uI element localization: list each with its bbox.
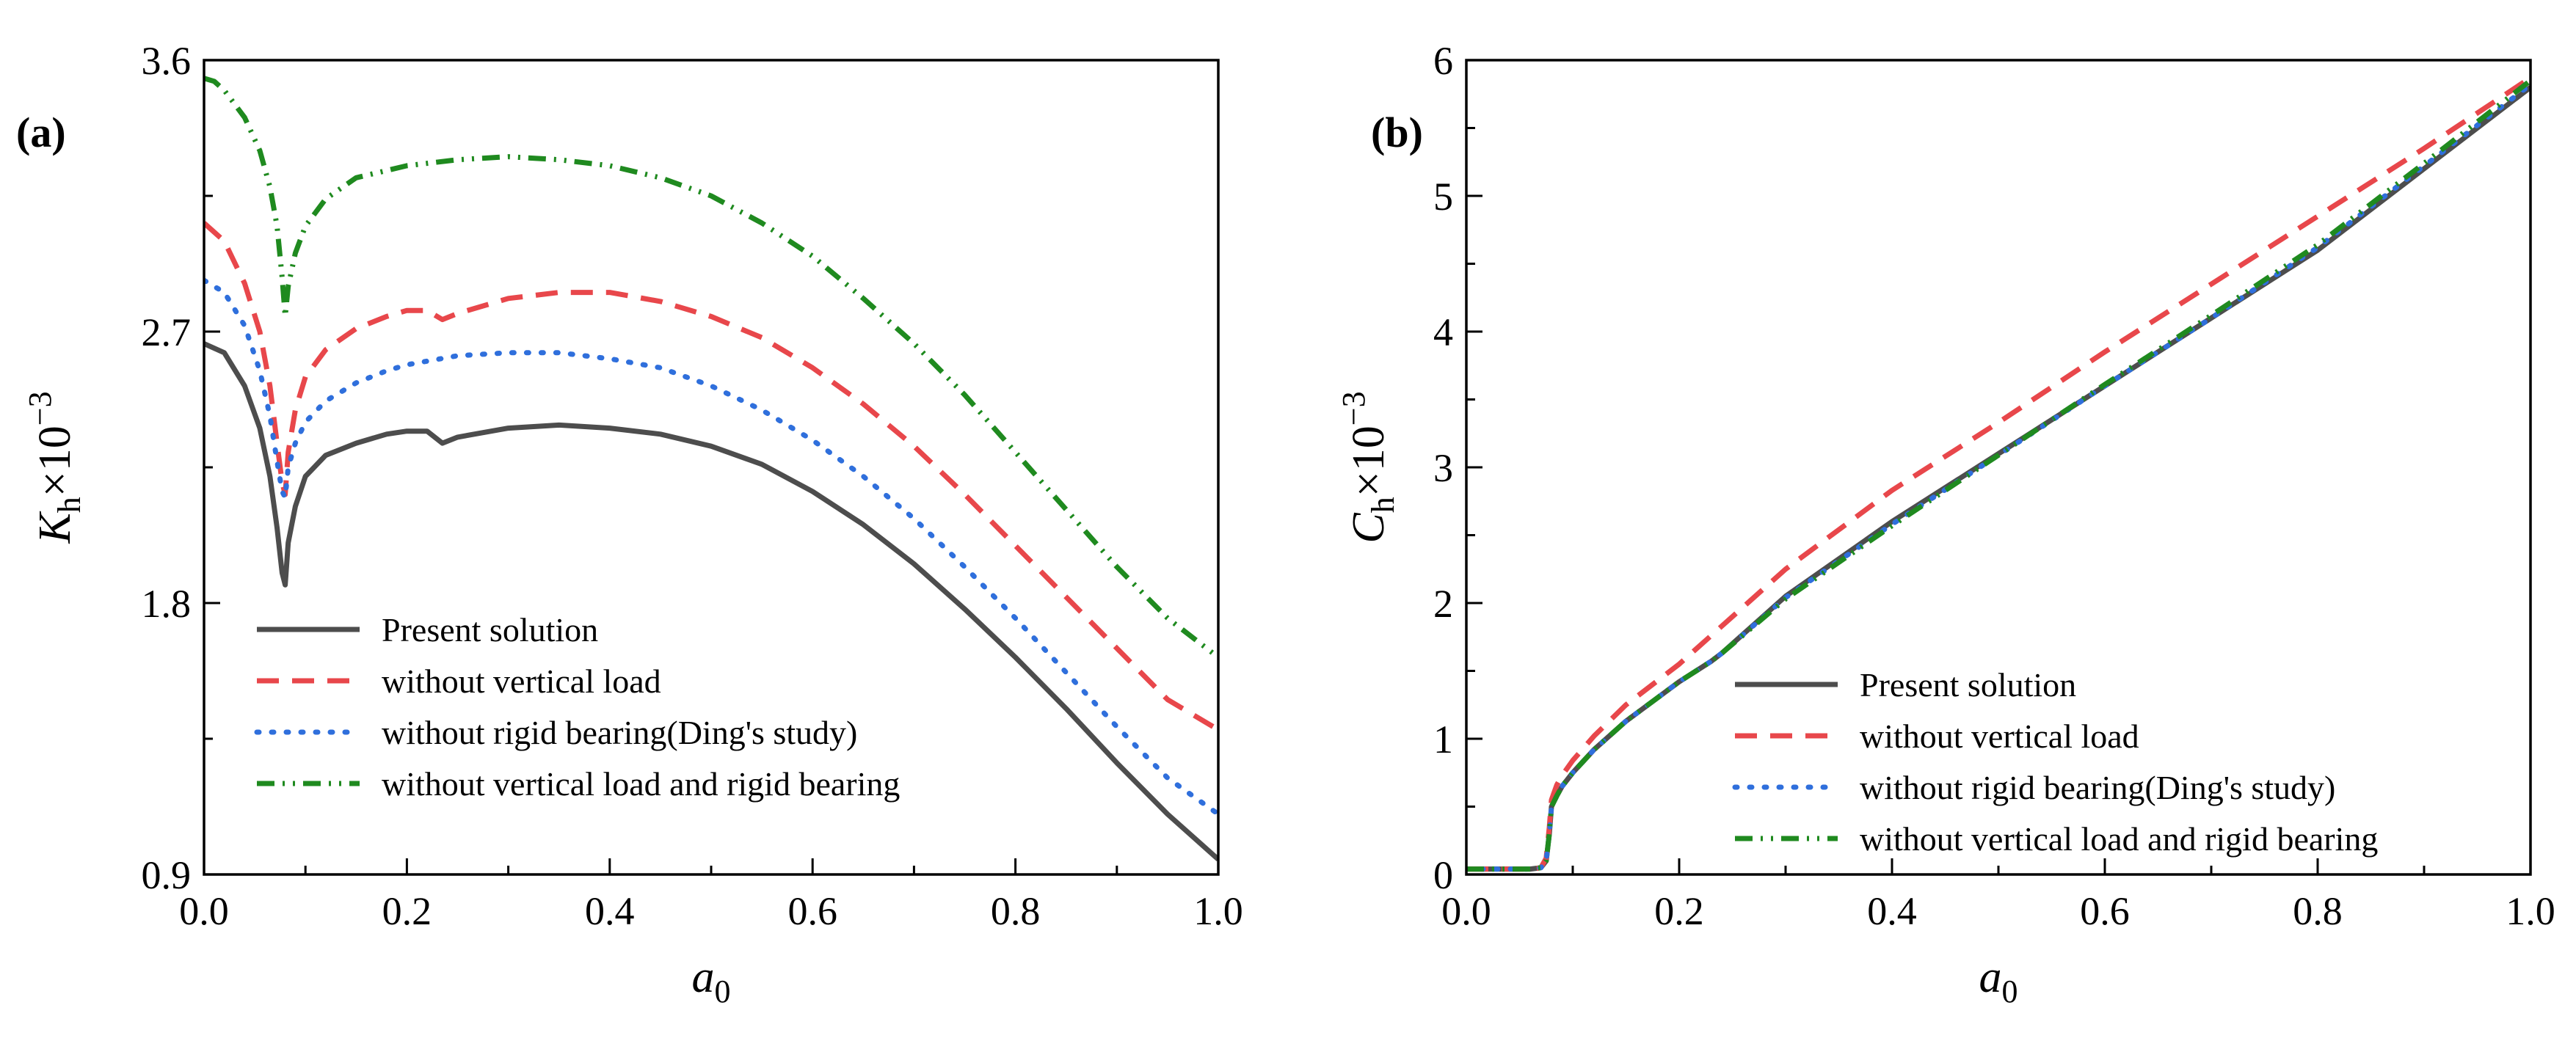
legend-label: without vertical load <box>1860 717 2139 755</box>
series-line-4 <box>1466 78 2530 872</box>
y-tick-label: 1.8 <box>142 582 192 626</box>
panel-label: (b) <box>1371 109 1423 156</box>
series-line-4 <box>204 76 1218 660</box>
x-tick-label: 0.8 <box>991 889 1041 933</box>
series-group <box>204 76 1218 862</box>
panel-b: 0.0 0.2 0.4 0.6 0.8 1.0 0 1 2 3 4 5 6 a0 Ch×10−3 (b) Pre… <box>1336 39 2555 1009</box>
panel-a: 0.0 0.2 0.4 0.6 0.8 1.0 0.9 1.8 2.7 3.6 a0 Kh×10−3 (… <box>16 39 1243 1009</box>
y-tick-label: 3.6 <box>142 39 192 83</box>
panel-label: (a) <box>16 109 66 156</box>
legend-label: without rigid bearing(Ding's study) <box>1860 769 2335 806</box>
y-tick-label: 6 <box>1433 39 1453 83</box>
plot-frame <box>203 59 1220 876</box>
x-tick-label: 0.6 <box>787 889 837 933</box>
y-tick-label: 5 <box>1433 175 1453 219</box>
y-axis-label: Ch×10−3 <box>1336 391 1401 543</box>
x-tick-label: 0.4 <box>585 889 635 933</box>
x-axis-label: a0 <box>692 952 731 1009</box>
y-tick-label: 1 <box>1433 717 1453 761</box>
y-tick-label: 2.7 <box>142 310 192 354</box>
x-tick-label: 0.4 <box>1867 889 1917 933</box>
series-line-1 <box>204 341 1218 862</box>
legend-label: without rigid bearing(Ding's study) <box>382 714 857 751</box>
legend-label: without vertical load and rigid bearing <box>382 765 900 803</box>
legend-label: without vertical load <box>382 662 661 700</box>
x-tick-label: 0.2 <box>1654 889 1704 933</box>
x-tick-label: 1.0 <box>2506 889 2555 933</box>
y-axis-label: Kh×10−3 <box>22 391 87 544</box>
legend-label: Present solution <box>382 611 598 649</box>
x-tick-label: 0.6 <box>2080 889 2130 933</box>
series-line-3 <box>204 277 1218 817</box>
x-tick-label: 0.8 <box>2293 889 2343 933</box>
x-tick-label: 0.0 <box>179 889 229 933</box>
x-tick-label: 1.0 <box>1193 889 1243 933</box>
y-tick-label: 4 <box>1433 310 1453 354</box>
x-tick-label: 0.2 <box>382 889 432 933</box>
x-axis-label: a0 <box>1979 952 2018 1009</box>
legend: Present solution without vertical load wit… <box>254 611 900 803</box>
y-tick-label: 3 <box>1433 446 1453 490</box>
y-tick-label: 2 <box>1433 582 1453 626</box>
series-group <box>1466 76 2530 872</box>
series-line-2 <box>1466 76 2530 872</box>
legend-label: Present solution <box>1860 666 2076 704</box>
y-tick-label: 0 <box>1433 853 1453 897</box>
x-tick-label: 0.0 <box>1441 889 1491 933</box>
legend: Present solution without vertical load wit… <box>1732 666 2378 858</box>
series-line-2 <box>204 221 1218 732</box>
y-tick-label: 0.9 <box>142 853 192 897</box>
legend-label: without vertical load and rigid bearing <box>1860 820 2378 858</box>
